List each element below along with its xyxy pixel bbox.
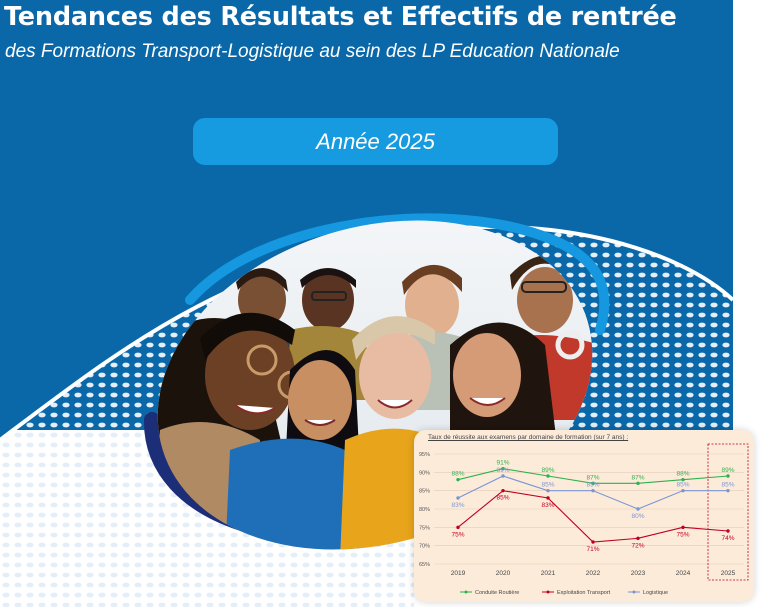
data-label: 83%	[541, 502, 554, 509]
data-label: 75%	[676, 531, 689, 538]
legend-label: Conduite Routière	[475, 590, 519, 596]
year-badge: Année 2025	[193, 118, 558, 165]
y-tick-label: 80%	[419, 507, 430, 513]
x-tick-label: 2021	[541, 570, 556, 577]
data-point	[681, 488, 685, 493]
data-point	[591, 488, 595, 493]
blue-frame-arc	[185, 213, 610, 335]
data-point	[546, 488, 550, 493]
data-point	[681, 477, 685, 482]
y-tick-label: 75%	[419, 525, 430, 531]
data-point	[501, 488, 505, 493]
data-point	[591, 481, 595, 486]
data-point	[636, 536, 640, 541]
year-label: Année 2025	[316, 128, 435, 154]
y-tick-label: 95%	[419, 452, 430, 458]
data-label: 89%	[541, 467, 554, 474]
data-point	[546, 474, 550, 478]
data-label: 74%	[721, 535, 734, 542]
x-tick-label: 2023	[631, 570, 646, 577]
y-tick-label: 70%	[419, 544, 430, 550]
data-label: 85%	[586, 482, 599, 489]
chart-title: Taux de réussite aux examens par domaine…	[428, 434, 629, 441]
x-tick-label: 2022	[586, 570, 601, 577]
success-rate-chart-card: Taux de réussite aux examens par domaine…	[414, 430, 754, 602]
x-tick-label: 2020	[496, 570, 511, 577]
legend-label: Logistique	[643, 590, 668, 596]
data-label: 88%	[676, 471, 689, 478]
data-point	[726, 488, 730, 493]
success-rate-line-chart: 65% 70% 75% 80% 85% 90% 95% 2019 2020 2021 2022 202…	[419, 443, 749, 596]
data-label: 85%	[541, 482, 554, 489]
data-label: 80%	[631, 513, 644, 520]
data-label: 72%	[631, 542, 644, 549]
y-tick-label: 85%	[419, 489, 430, 495]
data-label: 87%	[631, 474, 644, 481]
data-label: 75%	[451, 531, 464, 538]
data-label: 91%	[496, 460, 509, 467]
data-point	[456, 525, 460, 530]
y-tick-label: 65%	[419, 562, 430, 568]
data-point	[726, 474, 730, 478]
data-point	[681, 525, 685, 530]
x-tick-label: 2025	[721, 570, 736, 577]
data-label: 89%	[496, 467, 509, 474]
legend-marker	[632, 590, 636, 594]
data-label: 85%	[721, 482, 734, 489]
data-point	[456, 496, 460, 500]
data-point	[591, 540, 595, 544]
data-point	[501, 474, 505, 478]
page-title: Tendances des Résultats et Effectifs de …	[4, 2, 677, 32]
data-point	[636, 507, 640, 511]
person-front-blue-hoodie	[225, 350, 360, 560]
data-label: 85%	[496, 495, 509, 502]
legend-marker	[464, 590, 468, 594]
legend-marker	[546, 590, 550, 594]
data-label: 85%	[676, 482, 689, 489]
highlight-box-2025	[707, 443, 749, 581]
data-label: 71%	[586, 546, 599, 553]
data-label: 89%	[721, 467, 734, 474]
data-label: 87%	[586, 474, 599, 481]
data-point	[501, 466, 505, 471]
y-tick-label: 90%	[419, 470, 430, 476]
page-subtitle: des Formations Transport-Logistique au s…	[5, 41, 620, 62]
data-point	[636, 481, 640, 486]
legend-label: Exploitation Transport	[557, 590, 611, 596]
data-label: 88%	[451, 471, 464, 478]
x-tick-label: 2019	[451, 570, 466, 577]
x-tick-label: 2024	[676, 570, 691, 577]
data-point	[456, 477, 460, 482]
data-point	[546, 496, 550, 500]
data-point	[726, 529, 730, 533]
data-label: 83%	[451, 502, 464, 509]
